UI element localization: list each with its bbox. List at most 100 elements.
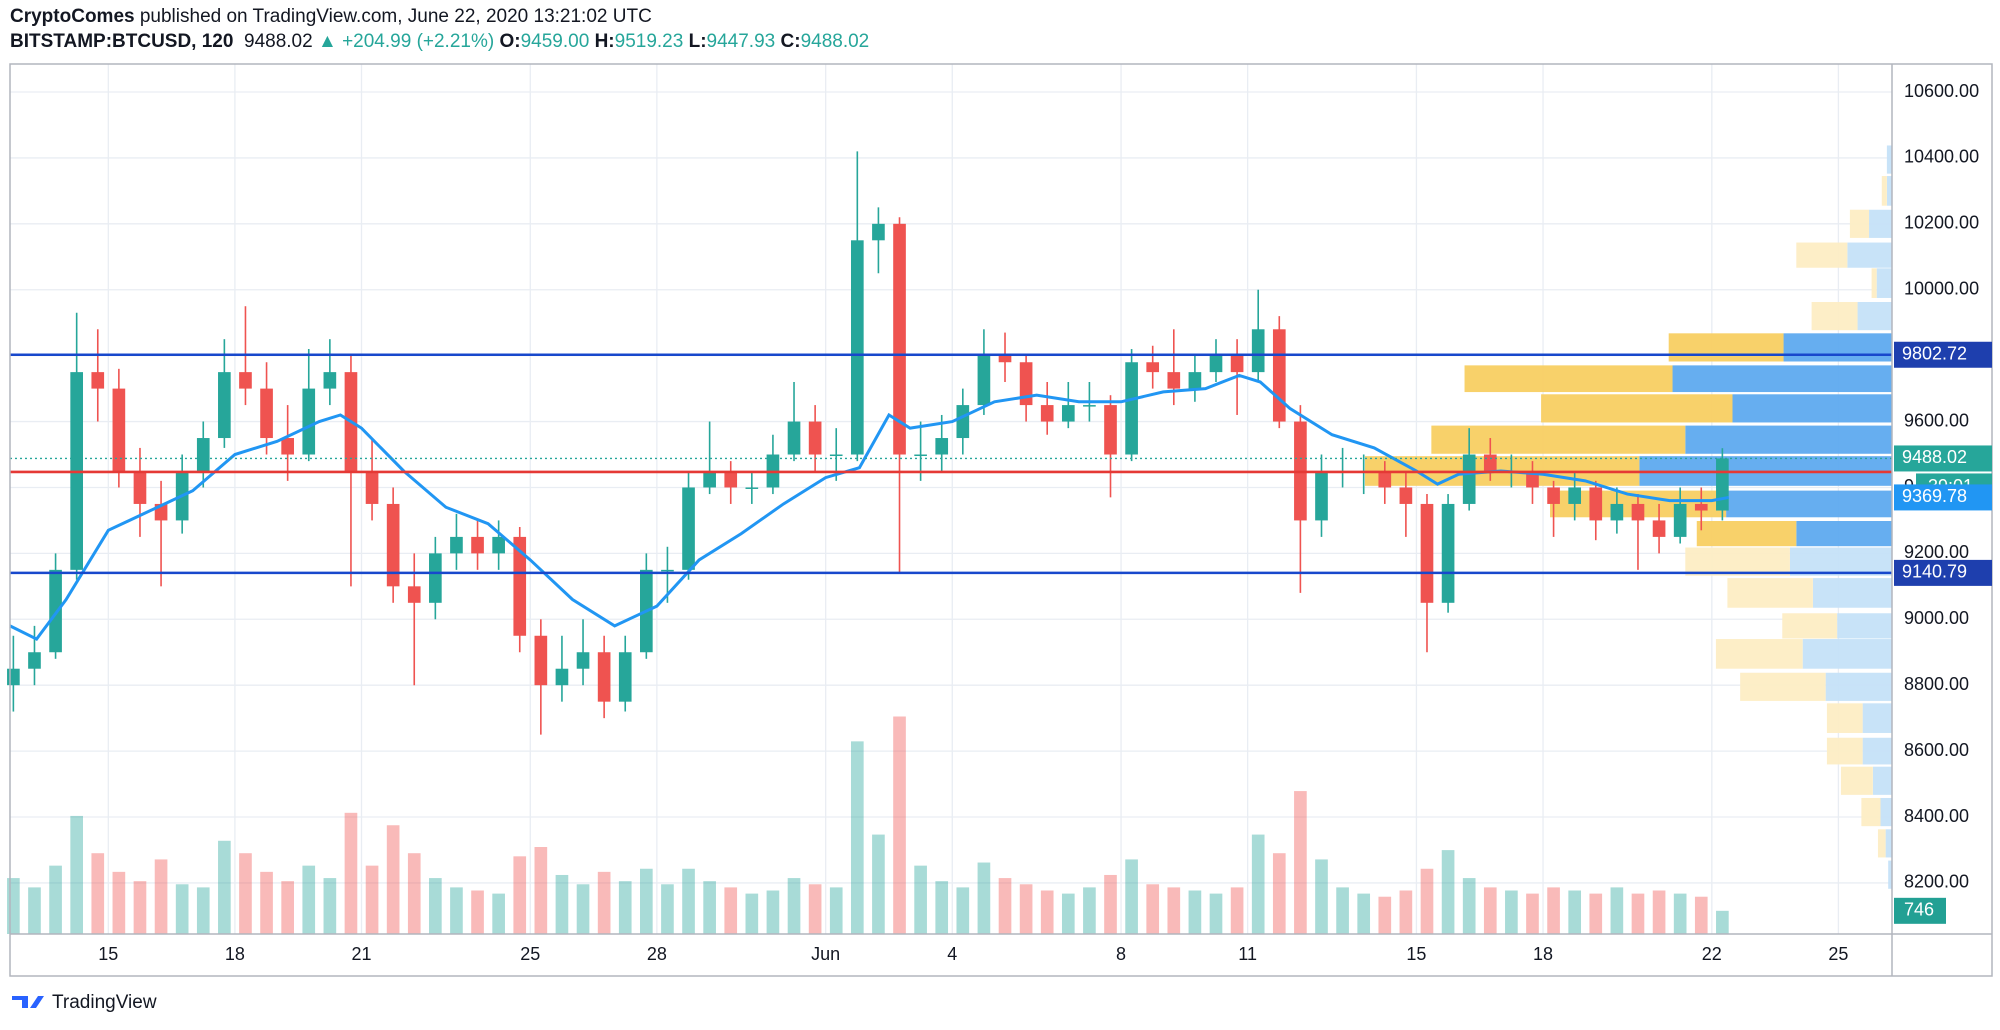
volume-bar bbox=[323, 878, 337, 934]
candle-body bbox=[1061, 405, 1075, 422]
y-tick-label: 8800.00 bbox=[1904, 674, 1969, 694]
candle-body bbox=[914, 454, 927, 457]
candle-body bbox=[850, 240, 864, 455]
candle-body bbox=[1399, 487, 1413, 504]
volume-bar bbox=[49, 865, 62, 934]
candle-body bbox=[1420, 503, 1434, 603]
candle-body bbox=[112, 388, 126, 471]
volume-bar bbox=[28, 887, 41, 934]
volume-bar bbox=[618, 881, 632, 934]
profile-down bbox=[1796, 242, 1848, 268]
y-tick-label: 8600.00 bbox=[1904, 740, 1969, 760]
volume-bar bbox=[386, 825, 400, 934]
x-tick-label: Jun bbox=[811, 944, 840, 964]
volume-bar bbox=[513, 856, 527, 934]
candle-body bbox=[935, 438, 949, 455]
candle-body bbox=[133, 470, 147, 504]
volume-bar bbox=[471, 890, 484, 934]
volume-bar bbox=[1610, 887, 1624, 934]
candle-body bbox=[429, 553, 442, 603]
profile-up bbox=[1862, 737, 1892, 765]
volume-bar bbox=[787, 878, 801, 934]
candle-body bbox=[281, 438, 294, 455]
candle-body bbox=[1104, 405, 1117, 455]
volume-bar bbox=[112, 871, 126, 934]
candle-body bbox=[1315, 470, 1328, 521]
header: CryptoComes published on TradingView.com… bbox=[10, 4, 869, 54]
candle-body bbox=[1568, 487, 1582, 504]
candle-body bbox=[239, 372, 252, 389]
volume-bar bbox=[1019, 884, 1033, 934]
candle-body bbox=[323, 372, 337, 389]
profile-down bbox=[1861, 797, 1881, 827]
profile-down bbox=[1877, 829, 1886, 858]
volume-bar bbox=[133, 881, 147, 934]
candle-body bbox=[1462, 454, 1476, 504]
candle-body bbox=[513, 536, 527, 636]
symbol: BITSTAMP:BTCUSD, 120 bbox=[10, 31, 234, 52]
candle-body bbox=[661, 569, 674, 572]
candle-body bbox=[91, 372, 105, 389]
profile-up bbox=[1888, 860, 1892, 889]
volume-bar bbox=[1420, 868, 1434, 934]
x-tick-label: 18 bbox=[225, 944, 245, 964]
volume-bar bbox=[661, 884, 674, 934]
volume-bar bbox=[450, 887, 463, 934]
candle-body bbox=[1188, 372, 1202, 389]
footer-brand[interactable]: TradingView bbox=[52, 992, 157, 1013]
volume-bar bbox=[850, 741, 864, 934]
profile-up bbox=[1872, 766, 1892, 795]
candle-body bbox=[386, 503, 400, 587]
candle-body bbox=[1251, 329, 1265, 373]
profile-down bbox=[1881, 176, 1887, 206]
o-label: O: bbox=[499, 31, 521, 52]
candle-body bbox=[260, 388, 273, 439]
profile-up bbox=[1732, 394, 1892, 423]
open: 9459.00 bbox=[520, 31, 590, 52]
volume-bar bbox=[1505, 890, 1518, 934]
volume-bar bbox=[1083, 887, 1096, 934]
candle-body bbox=[1673, 503, 1687, 537]
change: +204.99 (+2.21%) bbox=[342, 31, 495, 52]
candle-body bbox=[808, 421, 822, 455]
volume-bar bbox=[1188, 890, 1202, 934]
candle-body bbox=[555, 668, 569, 686]
l-label: L: bbox=[688, 31, 707, 52]
volume-bar bbox=[1652, 890, 1666, 934]
candle-body bbox=[1040, 405, 1054, 422]
profile-down bbox=[1826, 737, 1863, 765]
y-tick-label: 10400.00 bbox=[1904, 147, 1979, 167]
volume-bar bbox=[1061, 893, 1075, 934]
profile-down bbox=[1715, 639, 1803, 669]
x-tick-label: 8 bbox=[1116, 944, 1126, 964]
profile-down bbox=[1811, 302, 1858, 331]
candle-body bbox=[218, 372, 231, 439]
candle-body bbox=[1167, 372, 1181, 389]
candle-body bbox=[1209, 355, 1223, 373]
volume-bar bbox=[956, 887, 970, 934]
profile-up bbox=[1837, 613, 1892, 639]
level-label: 9140.79 bbox=[1902, 562, 1967, 582]
volume-bar bbox=[7, 878, 20, 934]
candle-body bbox=[1610, 503, 1624, 521]
high: 9519.23 bbox=[614, 31, 684, 52]
candle-body bbox=[745, 487, 759, 489]
candle-body bbox=[1441, 503, 1455, 603]
ma-label-bg bbox=[1894, 484, 1992, 511]
author[interactable]: CryptoComes bbox=[10, 6, 135, 27]
profile-up bbox=[1857, 302, 1892, 331]
profile-up bbox=[1862, 703, 1892, 733]
volume-bar bbox=[175, 884, 189, 934]
ma-label: 9369.78 bbox=[1902, 486, 1967, 506]
volume-bar bbox=[1336, 887, 1349, 934]
volume-bar bbox=[154, 859, 168, 934]
candle-body bbox=[1146, 362, 1160, 373]
y-tick-label: 10600.00 bbox=[1904, 81, 1979, 101]
volume-bar bbox=[302, 865, 316, 934]
candle-body bbox=[1019, 362, 1033, 406]
candle-body bbox=[597, 652, 611, 702]
profile-up bbox=[1789, 547, 1892, 576]
candle-body bbox=[618, 652, 632, 702]
volume-bar bbox=[1251, 834, 1265, 934]
